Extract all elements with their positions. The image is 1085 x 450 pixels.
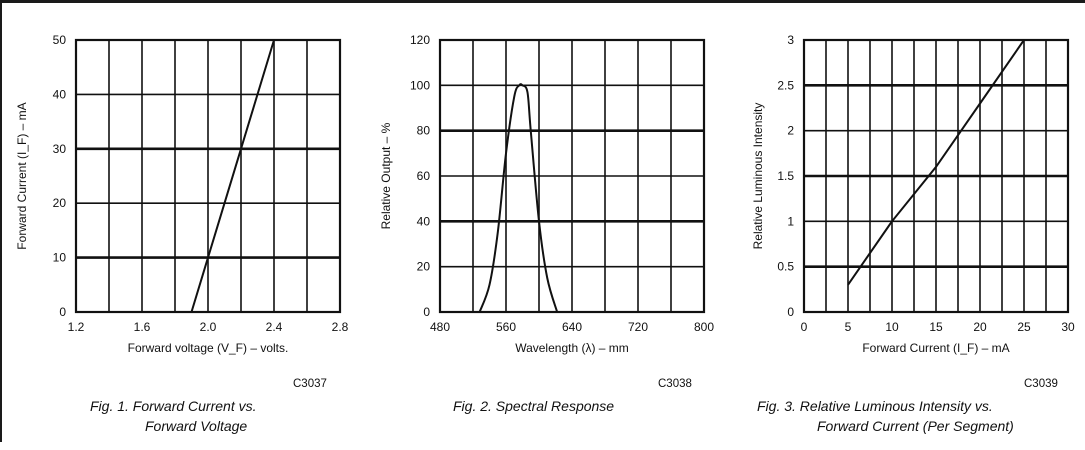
plot-frame [802,38,1070,314]
y-tick-label: 0 [423,305,430,319]
x-tick-label: 720 [628,320,648,334]
y-tick-label: 0 [59,305,66,319]
figure-code: C3037 [293,378,327,390]
x-tick-label: 15 [929,320,943,334]
x-tick-label: 1.2 [68,320,85,334]
y-tick-label: 60 [417,169,431,183]
y-tick-label: 10 [53,251,67,265]
figure-caption: Fig. 2. Spectral Response [453,398,614,414]
y-tick-label: 20 [417,260,431,274]
series-line [847,39,1025,286]
x-axis-label: Forward Current (I_F) – mA [862,341,1009,355]
plot-frame [74,38,342,314]
y-tick-label: 2.5 [777,78,794,92]
x-axis-label: Wavelength (λ) – mm [515,341,629,355]
x-axis-label: Forward voltage (V_F) – volts. [128,341,289,355]
x-tick-label: 30 [1061,320,1075,334]
y-tick-label: 40 [53,87,67,101]
y-axis-label: Relative Luminous Intensity [751,103,765,250]
chart-3: 0 5 10 15 20 25 30 0 0.5 1 1.5 2 2.5 3 Forward Current… [751,33,1075,434]
x-tick-label: 2.8 [332,320,349,334]
y-tick-label: 30 [53,142,67,156]
chart-2: 480 560 640 720 800 0 20 40 60 80 100 120 Wavelength… [379,33,714,414]
x-tick-label: 25 [1017,320,1031,334]
x-tick-label: 480 [430,320,450,334]
y-axis-label: Relative Output – % [379,122,393,229]
x-tick-label: 1.6 [134,320,151,334]
x-tick-label: 640 [562,320,582,334]
series-line [190,39,275,313]
plot-frame [438,38,706,314]
figure-code: C3039 [1024,378,1058,390]
x-tick-label: 20 [973,320,987,334]
figure-caption: Fig. 3. Relative Luminous Intensity vs. [757,398,993,414]
y-tick-label: 20 [53,196,67,210]
figure-caption: Forward Current (Per Segment) [817,418,1014,434]
y-tick-label: 0 [787,305,794,319]
y-tick-label: 40 [417,214,431,228]
y-tick-label: 50 [53,33,67,47]
x-tick-label: 2.4 [266,320,283,334]
y-axis-label: Forward Current (I_F) – mA [15,102,29,249]
top-rule [0,0,1085,3]
x-tick-label: 560 [496,320,516,334]
y-tick-label: 100 [410,78,430,92]
x-tick-label: 2.0 [200,320,217,334]
y-tick-label: 0.5 [777,260,794,274]
y-tick-label: 80 [417,124,431,138]
x-tick-label: 10 [885,320,899,334]
chart-1: 1.2 1.6 2.0 2.4 2.8 0 10 20 30 40 50 Forward voltag… [15,33,349,434]
y-tick-label: 2 [787,124,794,138]
figure-caption: Forward Voltage [145,418,247,434]
y-tick-label: 1 [787,214,794,228]
x-tick-label: 0 [801,320,808,334]
y-tick-label: 3 [787,33,794,47]
x-tick-label: 5 [845,320,852,334]
figure-caption: Fig. 1. Forward Current vs. [90,398,257,414]
series-line [478,83,559,313]
y-tick-label: 120 [410,33,430,47]
x-tick-label: 800 [694,320,714,334]
figure-code: C3038 [658,378,692,390]
left-rule [0,0,2,442]
y-tick-label: 1.5 [777,169,794,183]
